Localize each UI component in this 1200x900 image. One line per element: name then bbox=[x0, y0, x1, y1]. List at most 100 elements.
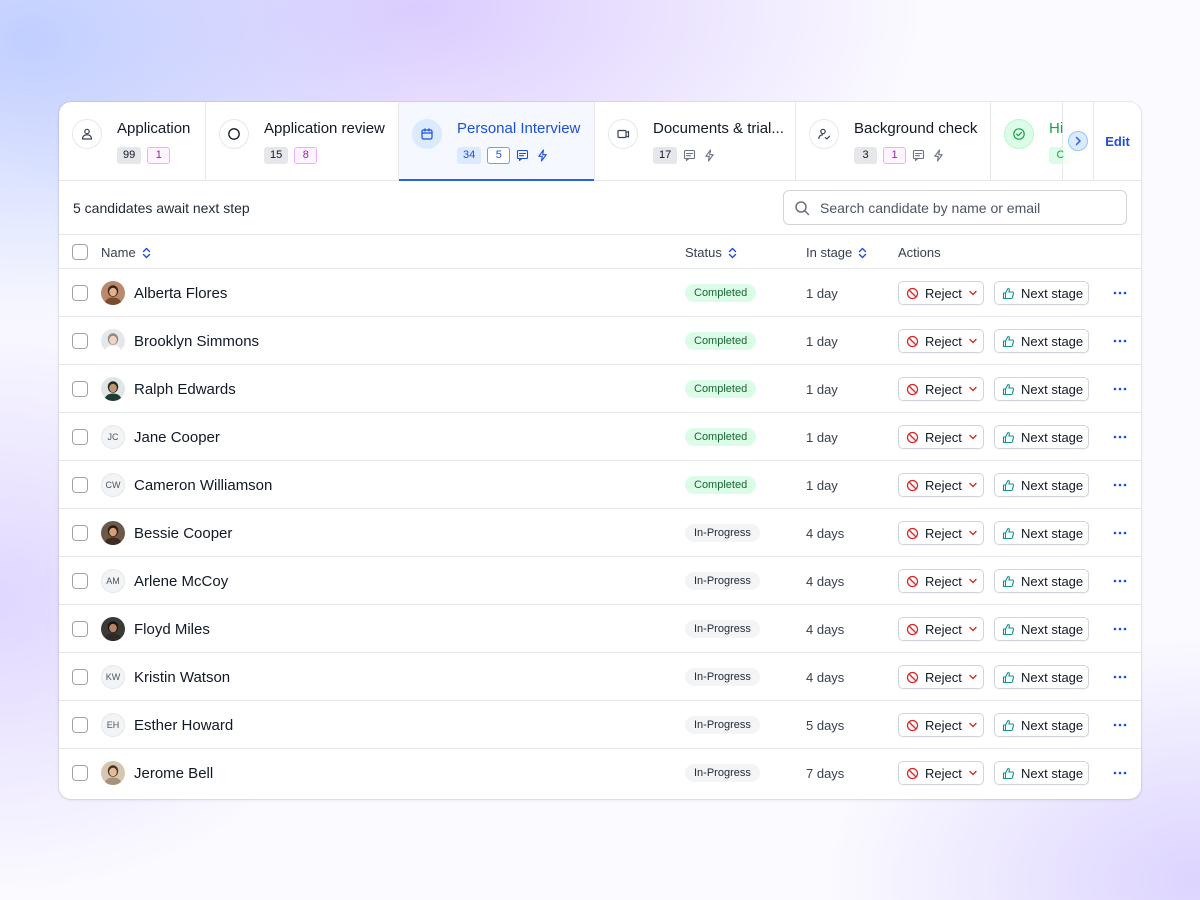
stage-tab-application[interactable]: Application 99 1 bbox=[59, 102, 206, 180]
table-row[interactable]: JC Jane Cooper Completed 1 day Reject Next st… bbox=[59, 413, 1141, 461]
more-options-icon[interactable] bbox=[1111, 766, 1129, 780]
candidate-name[interactable]: Cameron Williamson bbox=[134, 477, 273, 494]
in-stage-duration: 1 day bbox=[806, 334, 838, 349]
table-row[interactable]: Alberta Flores Completed 1 day Reject Next s… bbox=[59, 269, 1141, 317]
table-row[interactable]: KW Kristin Watson In-Progress 4 days Reject N… bbox=[59, 653, 1141, 701]
thumbs-up-icon bbox=[1002, 575, 1015, 588]
table-row[interactable]: Ralph Edwards Completed 1 day Reject Next st… bbox=[59, 365, 1141, 413]
row-checkbox[interactable] bbox=[72, 429, 88, 445]
next-stage-button[interactable]: Next stage bbox=[994, 713, 1089, 737]
edit-stages-link[interactable]: Edit bbox=[1105, 133, 1130, 149]
more-options-icon[interactable] bbox=[1111, 478, 1129, 492]
reject-button[interactable]: Reject bbox=[898, 281, 984, 305]
row-checkbox[interactable] bbox=[72, 669, 88, 685]
ban-icon bbox=[906, 431, 919, 444]
row-checkbox[interactable] bbox=[72, 525, 88, 541]
table-row[interactable]: CW Cameron Williamson Completed 1 day Reject… bbox=[59, 461, 1141, 509]
in-stage-duration: 1 day bbox=[806, 430, 838, 445]
row-checkbox[interactable] bbox=[72, 333, 88, 349]
reject-button[interactable]: Reject bbox=[898, 521, 984, 545]
stage-title: Hi bbox=[1049, 120, 1064, 137]
stage-tab-personal-interview[interactable]: Personal Interview 34 5 bbox=[399, 102, 595, 181]
row-checkbox[interactable] bbox=[72, 285, 88, 301]
row-checkbox[interactable] bbox=[72, 765, 88, 781]
table-row[interactable]: Floyd Miles In-Progress 4 days Reject Next s… bbox=[59, 605, 1141, 653]
reject-label: Reject bbox=[925, 765, 962, 781]
more-options-icon[interactable] bbox=[1111, 286, 1129, 300]
candidate-name[interactable]: Ralph Edwards bbox=[134, 381, 236, 398]
avatar bbox=[101, 281, 125, 305]
chevron-down-icon bbox=[968, 336, 978, 346]
candidate-name[interactable]: Jane Cooper bbox=[134, 429, 220, 446]
next-stage-button[interactable]: Next stage bbox=[994, 329, 1089, 353]
select-all-checkbox[interactable] bbox=[72, 244, 88, 260]
row-checkbox[interactable] bbox=[72, 477, 88, 493]
more-options-icon[interactable] bbox=[1111, 622, 1129, 636]
next-stage-button[interactable]: Next stage bbox=[994, 617, 1089, 641]
more-options-icon[interactable] bbox=[1111, 574, 1129, 588]
row-checkbox[interactable] bbox=[72, 717, 88, 733]
next-stage-button[interactable]: Next stage bbox=[994, 377, 1089, 401]
status-badge: In-Progress bbox=[685, 524, 760, 542]
reject-label: Reject bbox=[925, 669, 962, 685]
candidate-name[interactable]: Arlene McCoy bbox=[134, 573, 229, 590]
table-row[interactable]: Jerome Bell In-Progress 7 days Reject Next s… bbox=[59, 749, 1141, 797]
candidate-name[interactable]: Jerome Bell bbox=[134, 765, 214, 782]
reject-button[interactable]: Reject bbox=[898, 665, 984, 689]
reject-button[interactable]: Reject bbox=[898, 761, 984, 785]
next-stage-label: Next stage bbox=[1021, 525, 1084, 541]
stage-tab-hi[interactable]: Hi C bbox=[991, 102, 1072, 180]
row-checkbox[interactable] bbox=[72, 381, 88, 397]
more-options-icon[interactable] bbox=[1111, 430, 1129, 444]
column-name-header[interactable]: Name bbox=[101, 245, 151, 260]
table-row[interactable]: EH Esther Howard In-Progress 5 days Reject Ne… bbox=[59, 701, 1141, 749]
more-options-icon[interactable] bbox=[1111, 670, 1129, 684]
stage-tab-application-review[interactable]: Application review 15 8 bbox=[206, 102, 399, 180]
more-options-icon[interactable] bbox=[1111, 526, 1129, 540]
stage-tab-documents-trial[interactable]: Documents & trial... 17 bbox=[595, 102, 796, 180]
thumbs-up-icon bbox=[1002, 671, 1015, 684]
more-options-icon[interactable] bbox=[1111, 718, 1129, 732]
reject-button[interactable]: Reject bbox=[898, 713, 984, 737]
more-options-icon[interactable] bbox=[1111, 334, 1129, 348]
candidate-name[interactable]: Floyd Miles bbox=[134, 621, 210, 638]
table-row[interactable]: Bessie Cooper In-Progress 4 days Reject Next… bbox=[59, 509, 1141, 557]
reject-button[interactable]: Reject bbox=[898, 473, 984, 497]
candidate-name[interactable]: Alberta Flores bbox=[134, 285, 228, 302]
reject-button[interactable]: Reject bbox=[898, 377, 984, 401]
scroll-stages-right-button[interactable] bbox=[1063, 102, 1094, 180]
table-row[interactable]: AM Arlene McCoy In-Progress 4 days Reject Nex… bbox=[59, 557, 1141, 605]
ban-icon bbox=[906, 671, 919, 684]
row-checkbox[interactable] bbox=[72, 573, 88, 589]
reject-button[interactable]: Reject bbox=[898, 617, 984, 641]
stage-tab-background-check[interactable]: Background check 3 1 bbox=[796, 102, 991, 180]
table-toolbar: 5 candidates await next step bbox=[59, 181, 1141, 235]
search-input[interactable] bbox=[820, 199, 1110, 216]
reject-button[interactable]: Reject bbox=[898, 329, 984, 353]
reject-button[interactable]: Reject bbox=[898, 569, 984, 593]
candidate-name[interactable]: Bessie Cooper bbox=[134, 525, 233, 542]
column-status-header[interactable]: Status bbox=[685, 245, 737, 260]
in-stage-duration: 1 day bbox=[806, 286, 838, 301]
reject-label: Reject bbox=[925, 717, 962, 733]
next-stage-button[interactable]: Next stage bbox=[994, 569, 1089, 593]
next-stage-button[interactable]: Next stage bbox=[994, 473, 1089, 497]
chevron-down-icon bbox=[968, 720, 978, 730]
reject-button[interactable]: Reject bbox=[898, 425, 984, 449]
candidate-name[interactable]: Kristin Watson bbox=[134, 669, 231, 686]
more-options-icon[interactable] bbox=[1111, 382, 1129, 396]
next-stage-button[interactable]: Next stage bbox=[994, 281, 1089, 305]
sort-icon bbox=[858, 247, 867, 259]
in-stage-duration: 7 days bbox=[806, 766, 845, 781]
next-stage-button[interactable]: Next stage bbox=[994, 425, 1089, 449]
next-stage-button[interactable]: Next stage bbox=[994, 761, 1089, 785]
search-box[interactable] bbox=[783, 190, 1127, 225]
next-stage-button[interactable]: Next stage bbox=[994, 521, 1089, 545]
candidate-name[interactable]: Brooklyn Simmons bbox=[134, 333, 260, 350]
row-checkbox[interactable] bbox=[72, 621, 88, 637]
thumbs-up-icon bbox=[1002, 479, 1015, 492]
candidate-name[interactable]: Esther Howard bbox=[134, 717, 234, 734]
table-row[interactable]: Brooklyn Simmons Completed 1 day Reject Next… bbox=[59, 317, 1141, 365]
column-in-stage-header[interactable]: In stage bbox=[806, 245, 867, 260]
next-stage-button[interactable]: Next stage bbox=[994, 665, 1089, 689]
